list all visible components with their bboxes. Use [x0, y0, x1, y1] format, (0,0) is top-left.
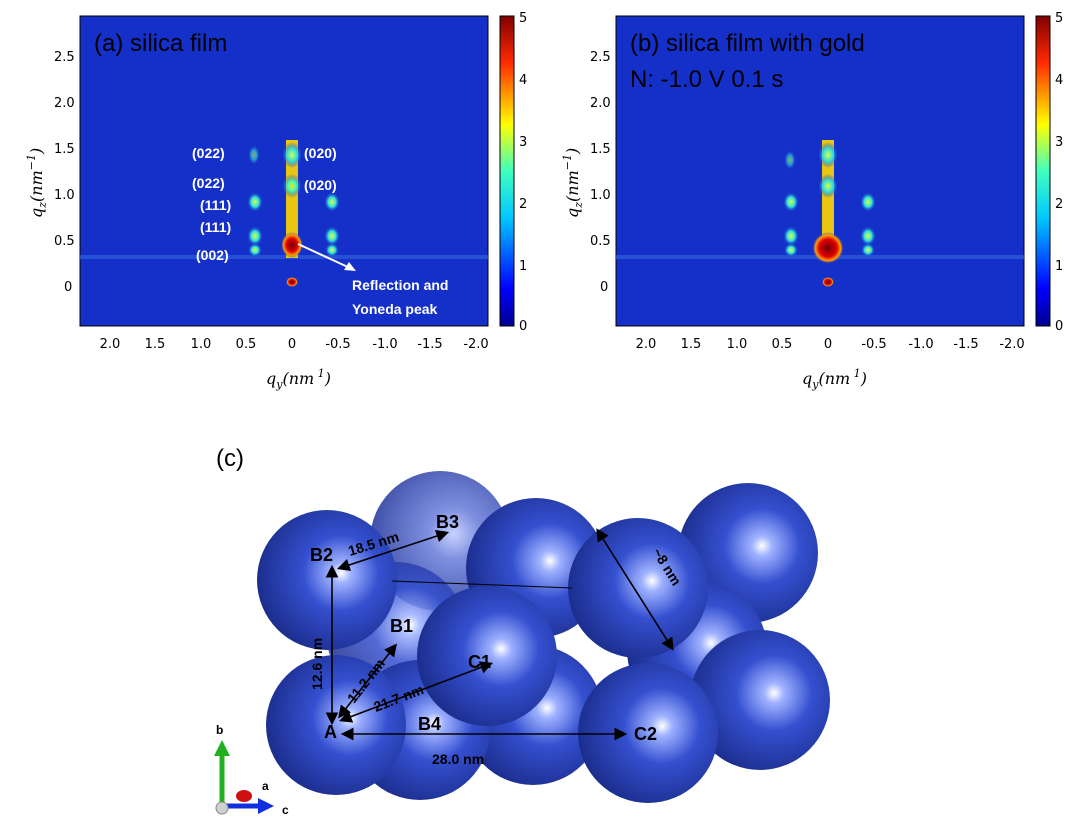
svg-text:0.5: 0.5 [772, 337, 793, 352]
svg-text:-1.5: -1.5 [953, 337, 978, 352]
svg-text:2.5: 2.5 [54, 50, 75, 65]
point-label-c1: C1 [468, 652, 491, 672]
panel-c-label: (c) [216, 445, 244, 472]
panel-a-x-ticks: 2.0 1.5 1.0 0.5 0 -0.5 -1.0 -1.5 -2.0 [100, 337, 489, 352]
sphere [257, 510, 397, 650]
index-label-111-lower: (111) [200, 219, 231, 235]
panel-a-xlabel: qy(nm 1) [266, 367, 331, 391]
svg-text:-2.0: -2.0 [999, 337, 1024, 352]
index-label-020-lower: (020) [304, 177, 337, 193]
panel-b-colorbar [1035, 15, 1051, 327]
index-label-111-upper: (111) [200, 197, 231, 213]
annotation-line-2: Yoneda peak [352, 301, 438, 317]
svg-text:0: 0 [64, 280, 72, 295]
index-label-022-upper: (022) [192, 145, 225, 161]
panel-b-title-line-1: (b) silica film with gold [630, 30, 865, 57]
distance-label-a-c2: 28.0 nm [432, 751, 484, 767]
svg-text:2.0: 2.0 [636, 337, 657, 352]
svg-text:-0.5: -0.5 [861, 337, 886, 352]
svg-text:-2.0: -2.0 [463, 337, 488, 352]
svg-text:1.5: 1.5 [145, 337, 166, 352]
distance-label-a-b2: 12.6 nm [309, 638, 325, 690]
panel-b-colorbar-ticks: 5 4 3 2 1 0 [1055, 11, 1063, 334]
svg-text:2.0: 2.0 [54, 96, 75, 111]
svg-text:1: 1 [519, 259, 527, 274]
point-label-b3: B3 [436, 512, 459, 532]
sphere [568, 518, 708, 658]
panel-b-title-line-2: N: -1.0 V 0.1 s [630, 66, 783, 93]
sphere [578, 663, 718, 803]
panel-a-gisaxs-map: (a) silica film (022) (020) (022) (020) … [25, 11, 527, 391]
svg-text:3: 3 [1055, 135, 1063, 150]
svg-text:1.5: 1.5 [54, 142, 75, 157]
axis-label-b: b [216, 723, 223, 737]
panel-b-ylabel: qz(nm−1) [561, 148, 585, 218]
panel-b-x-ticks: 2.0 1.5 1.0 0.5 0 -0.5 -1.0 -1.5 -2.0 [636, 337, 1025, 352]
axis-label-c: c [282, 803, 289, 816]
panel-b-y-ticks: 2.5 2.0 1.5 1.0 0.5 0 [590, 50, 611, 295]
svg-text:3: 3 [519, 135, 527, 150]
point-label-b4: B4 [418, 714, 441, 734]
point-label-b1: B1 [390, 616, 413, 636]
unit-cell-edge [391, 580, 573, 589]
svg-text:1.0: 1.0 [191, 337, 212, 352]
svg-text:-0.5: -0.5 [325, 337, 350, 352]
svg-text:0: 0 [1055, 319, 1063, 334]
svg-text:-1.5: -1.5 [417, 337, 442, 352]
index-label-020-upper: (020) [304, 145, 337, 161]
svg-text:1.0: 1.0 [54, 188, 75, 203]
yoneda-arrow [297, 243, 351, 269]
index-label-022-lower: (022) [192, 175, 225, 191]
svg-text:4: 4 [519, 73, 527, 88]
svg-text:5: 5 [519, 11, 527, 26]
svg-text:2.5: 2.5 [590, 50, 611, 65]
svg-text:5: 5 [1055, 11, 1063, 26]
distance-arrows [325, 528, 674, 741]
svg-text:1: 1 [1055, 259, 1063, 274]
svg-text:1.0: 1.0 [727, 337, 748, 352]
panel-a-colorbar-ticks: 5 4 3 2 1 0 [519, 11, 527, 334]
axis-label-a: a [262, 779, 269, 793]
svg-text:0.5: 0.5 [54, 234, 75, 249]
panel-a-colorbar [499, 15, 515, 327]
svg-text:0.5: 0.5 [236, 337, 257, 352]
panel-b-xlabel: qy(nm 1) [802, 367, 867, 391]
svg-text:2: 2 [519, 197, 527, 212]
point-label-c2: C2 [634, 724, 657, 744]
svg-text:1.5: 1.5 [681, 337, 702, 352]
svg-text:0.5: 0.5 [590, 234, 611, 249]
svg-text:-1.0: -1.0 [908, 337, 933, 352]
svg-text:-1.0: -1.0 [372, 337, 397, 352]
index-label-002: (002) [196, 247, 229, 263]
panel-a-ylabel: qz(nm−1) [25, 148, 49, 218]
panel-a-y-ticks: 2.5 2.0 1.5 1.0 0.5 0 [54, 50, 75, 295]
panel-b-gisaxs-map: (b) silica film with gold N: -1.0 V 0.1 … [561, 11, 1063, 391]
svg-text:4: 4 [1055, 73, 1063, 88]
svg-text:2.0: 2.0 [590, 96, 611, 111]
svg-text:2.0: 2.0 [100, 337, 121, 352]
svg-text:0: 0 [519, 319, 527, 334]
svg-text:1.5: 1.5 [590, 142, 611, 157]
svg-text:1.0: 1.0 [590, 188, 611, 203]
point-label-b2: B2 [310, 545, 333, 565]
sphere [690, 630, 830, 770]
panel-c-lattice-model: (c) A B1 B2 B3 B4 C1 C2 12.6 nm 11.2 nm … [214, 445, 830, 816]
orientation-axes: b a c [214, 723, 289, 816]
point-label-a: A [324, 722, 337, 742]
svg-text:0: 0 [600, 280, 608, 295]
svg-text:2: 2 [1055, 197, 1063, 212]
svg-text:0: 0 [824, 337, 832, 352]
annotation-line-1: Reflection and [352, 277, 448, 293]
svg-text:0: 0 [288, 337, 296, 352]
panel-a-title: (a) silica film [94, 30, 227, 57]
